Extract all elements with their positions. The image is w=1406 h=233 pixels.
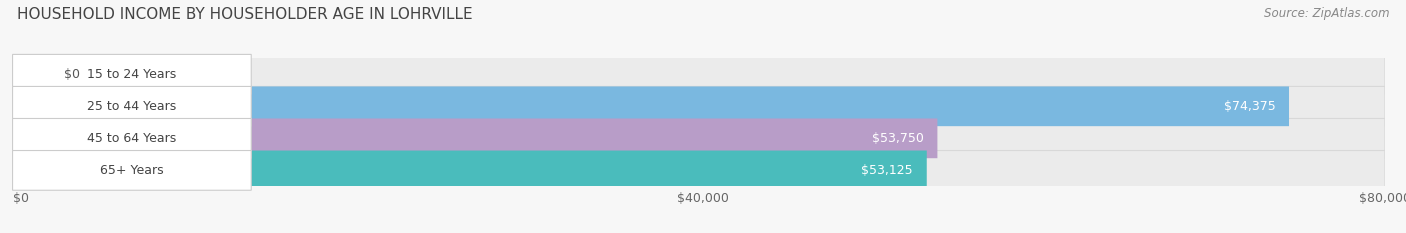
Text: 45 to 64 Years: 45 to 64 Years: [87, 132, 177, 145]
Text: 15 to 24 Years: 15 to 24 Years: [87, 68, 177, 81]
FancyBboxPatch shape: [13, 151, 252, 190]
Text: $0: $0: [63, 68, 80, 81]
FancyBboxPatch shape: [21, 118, 938, 158]
FancyBboxPatch shape: [21, 118, 1385, 158]
FancyBboxPatch shape: [21, 86, 1289, 126]
Text: $74,375: $74,375: [1223, 100, 1275, 113]
FancyBboxPatch shape: [21, 55, 1385, 94]
FancyBboxPatch shape: [21, 86, 1385, 126]
FancyBboxPatch shape: [13, 86, 252, 126]
Text: $53,125: $53,125: [862, 164, 912, 177]
Text: 65+ Years: 65+ Years: [100, 164, 163, 177]
Text: 25 to 44 Years: 25 to 44 Years: [87, 100, 177, 113]
FancyBboxPatch shape: [21, 151, 927, 190]
FancyBboxPatch shape: [21, 151, 1385, 190]
Text: Source: ZipAtlas.com: Source: ZipAtlas.com: [1264, 7, 1389, 20]
FancyBboxPatch shape: [13, 118, 252, 158]
Text: $53,750: $53,750: [872, 132, 924, 145]
FancyBboxPatch shape: [13, 55, 252, 94]
Text: HOUSEHOLD INCOME BY HOUSEHOLDER AGE IN LOHRVILLE: HOUSEHOLD INCOME BY HOUSEHOLDER AGE IN L…: [17, 7, 472, 22]
